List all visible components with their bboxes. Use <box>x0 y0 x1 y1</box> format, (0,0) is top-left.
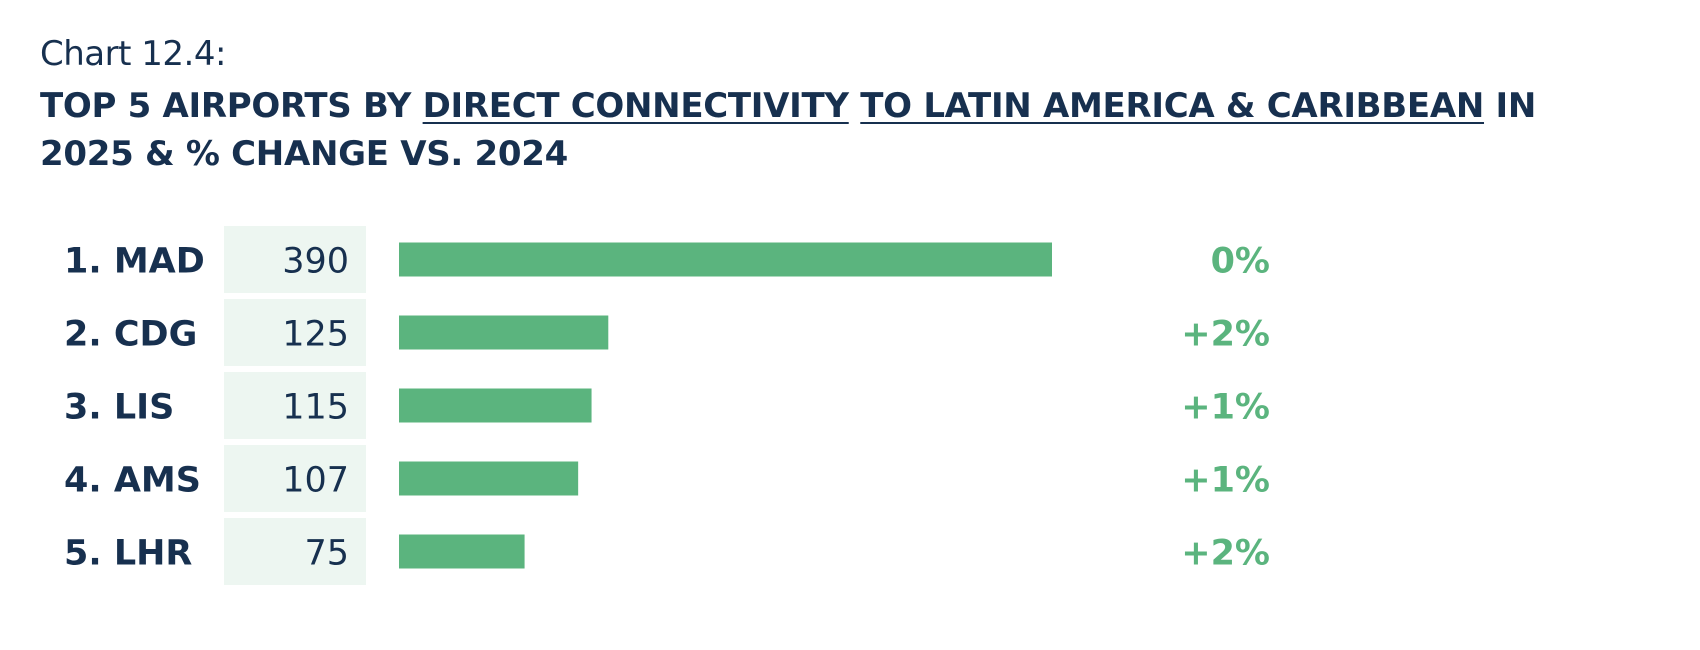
bar <box>399 461 579 496</box>
chart-number: Chart 12.4: <box>40 34 226 74</box>
value-cell <box>224 226 366 293</box>
title-part: IN 2025 & % CHANGE VS. 2024 <box>40 86 1537 174</box>
change-label: 0% <box>1211 242 1270 282</box>
bar <box>399 534 525 569</box>
airport-label: 4. AMS <box>64 461 201 501</box>
change-label: +1% <box>1181 461 1270 501</box>
change-label: +1% <box>1181 388 1270 428</box>
bar <box>399 315 609 350</box>
bar <box>399 388 592 423</box>
airport-label: 5. LHR <box>64 534 192 574</box>
title-part-underlined: TO LATIN AMERICA & CARIBBEAN <box>860 86 1485 126</box>
value-label: 75 <box>304 534 349 574</box>
airport-label: 1. MAD <box>64 242 205 282</box>
change-label: +2% <box>1181 534 1270 574</box>
title-part-underlined: DIRECT CONNECTIVITY <box>422 86 849 126</box>
value-cell <box>224 372 366 439</box>
chart-title: TOP 5 AIRPORTS BY DIRECT CONNECTIVITY TO… <box>40 82 1640 178</box>
value-cell <box>224 445 366 512</box>
value-label: 115 <box>282 388 349 428</box>
value-cell <box>224 299 366 366</box>
value-cell <box>224 518 366 585</box>
bar <box>399 242 1052 277</box>
title-part: TOP 5 AIRPORTS BY <box>40 86 423 126</box>
value-label: 390 <box>282 242 349 282</box>
airport-label: 2. CDG <box>64 315 197 355</box>
value-label: 125 <box>282 315 349 355</box>
airport-label: 3. LIS <box>64 388 174 428</box>
value-label: 107 <box>282 461 349 501</box>
change-label: +2% <box>1181 315 1270 355</box>
